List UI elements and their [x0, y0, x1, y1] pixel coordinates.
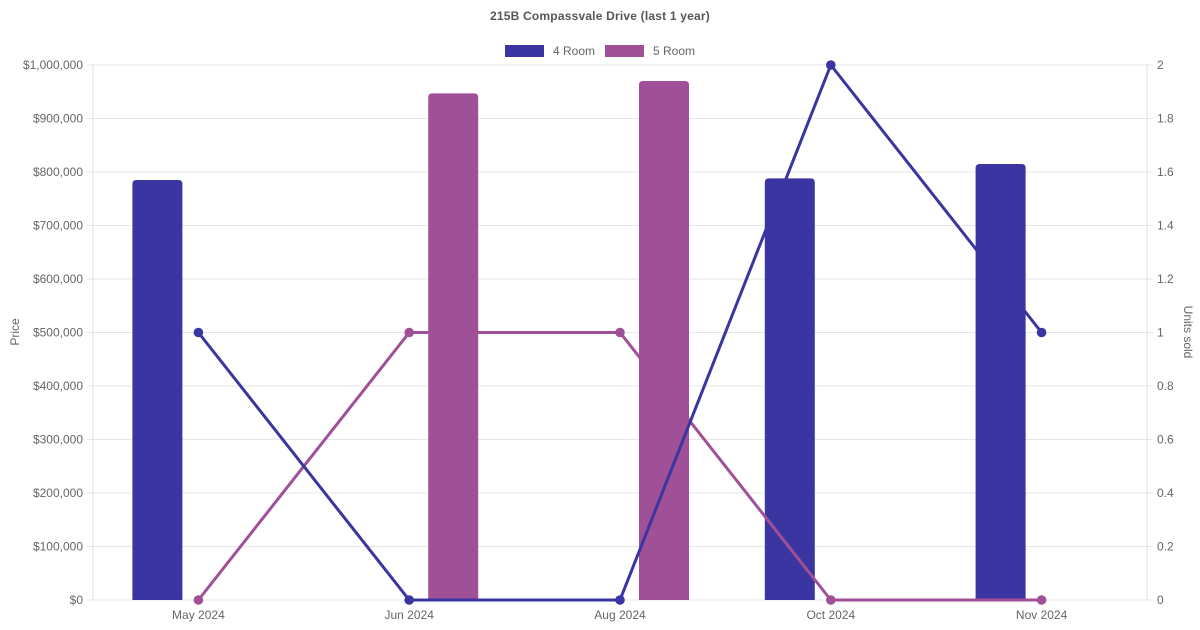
price-tick-label: $400,000 [33, 379, 83, 393]
x-tick-label: May 2024 [172, 608, 225, 622]
units-tick-label: 0.2 [1157, 540, 1174, 554]
x-tick-label: Aug 2024 [594, 608, 646, 622]
point-marker-5-room [1036, 595, 1047, 605]
units-tick-label: 0.6 [1157, 433, 1174, 447]
legend-item-5-room[interactable]: 5 Room [605, 44, 695, 58]
point-marker-5-room [826, 595, 836, 605]
price-tick-label: $300,000 [33, 433, 83, 447]
bar-4-room [764, 178, 815, 601]
point-marker-5-room [193, 595, 204, 605]
bar-4-room [132, 180, 183, 600]
price-tick-label: $200,000 [33, 486, 83, 500]
point-marker-4-room [826, 60, 836, 70]
point-marker-4-room [1036, 327, 1047, 338]
bar-5-room [639, 81, 689, 601]
units-tick-label: 1.8 [1157, 112, 1174, 126]
units-tick-label: 1.2 [1157, 272, 1174, 286]
legend: 4 Room 5 Room [0, 44, 1200, 58]
price-tick-label: $800,000 [33, 165, 83, 179]
legend-item-4-room[interactable]: 4 Room [504, 44, 595, 58]
bar-5-room [428, 93, 479, 600]
x-tick-label: Oct 2024 [806, 608, 855, 622]
point-marker-5-room [615, 327, 625, 338]
units-tick-label: 1.6 [1157, 165, 1174, 179]
point-marker-5-room [404, 327, 415, 338]
x-tick-label: Nov 2024 [1016, 608, 1068, 622]
units-tick-label: 0 [1157, 593, 1164, 607]
price-tick-label: $1,000,000 [23, 58, 83, 72]
units-tick-label: 1.4 [1157, 219, 1174, 233]
units-tick-label: 2 [1157, 58, 1164, 72]
price-tick-label: $700,000 [33, 219, 83, 233]
line-5-room [196, 331, 1044, 602]
price-tick-label: $500,000 [33, 326, 83, 340]
units-tick-label: 0.8 [1157, 379, 1174, 393]
point-marker-4-room [193, 327, 204, 338]
units-tick-label: 1 [1157, 326, 1164, 340]
chart-title: 215B Compassvale Drive (last 1 year) [490, 9, 710, 23]
price-tick-label: $900,000 [33, 112, 83, 126]
units-tick-label: 0.4 [1157, 486, 1174, 500]
price-tick-label: $100,000 [33, 540, 83, 554]
legend-swatch-5-room-icon [605, 45, 644, 57]
point-marker-4-room [404, 595, 415, 605]
legend-label-5-room: 5 Room [653, 44, 696, 58]
point-marker-4-room [615, 595, 625, 605]
bar-4-room [975, 163, 1026, 600]
legend-label-4-room: 4 Room [552, 44, 595, 58]
x-tick-label: Jun 2024 [385, 608, 435, 622]
price-tick-label: $0 [70, 593, 84, 607]
price-tick-label: $600,000 [33, 272, 83, 286]
legend-swatch-4-room-icon [504, 45, 544, 57]
